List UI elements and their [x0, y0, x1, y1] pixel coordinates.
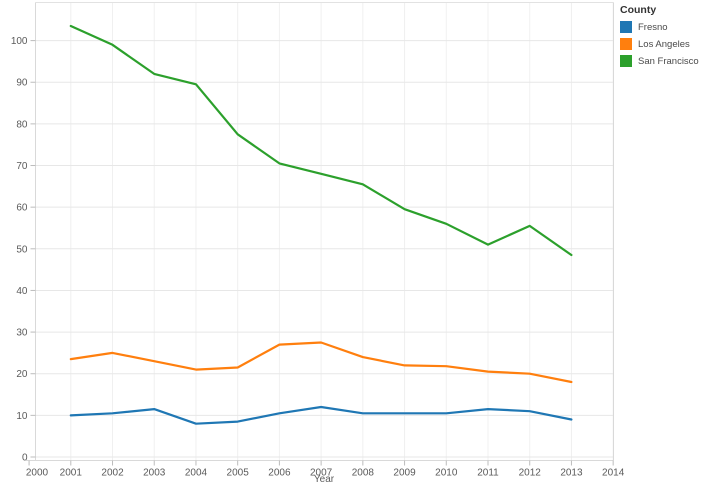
y-tick-label-20: 20: [16, 369, 28, 380]
x-tick-label-2008: 2008: [352, 468, 375, 479]
y-tick-label-90: 90: [16, 78, 28, 89]
legend: County Fresno Los Angeles San Francisco: [620, 4, 718, 72]
horizontal-gridlines: [35, 40, 614, 458]
x-tick-label-2003: 2003: [143, 468, 166, 479]
series-line-los-angeles[interactable]: [69, 341, 573, 384]
x-axis-ticks: 2000 2001 2002 2003 2004 2005 2006 2007 2008 2009…: [26, 460, 625, 479]
y-axis-ticks: 0 10 20 30 40 50 60 70 80 90 100: [11, 36, 36, 464]
legend-swatch-icon: [620, 38, 632, 50]
x-tick-label-2010: 2010: [435, 468, 458, 479]
y-tick-label-80: 80: [16, 119, 28, 130]
legend-items: Fresno Los Angeles San Francisco: [620, 21, 718, 67]
legend-swatch-icon: [620, 55, 632, 67]
y-tick-label-30: 30: [16, 328, 28, 339]
y-tick-label-0: 0: [22, 453, 28, 464]
x-tick-label-2004: 2004: [185, 468, 208, 479]
vertical-gridlines: [70, 2, 614, 460]
x-tick-label-2011: 2011: [477, 468, 499, 479]
legend-item-san-francisco[interactable]: San Francisco: [620, 55, 718, 67]
legend-item-label: Los Angeles: [638, 38, 690, 50]
legend-swatch-icon: [620, 21, 632, 33]
x-tick-label-2009: 2009: [393, 468, 416, 479]
legend-item-fresno[interactable]: Fresno: [620, 21, 718, 33]
legend-item-label: Fresno: [638, 21, 668, 33]
legend-item-label: San Francisco: [638, 55, 699, 67]
x-tick-label-2000: 2000: [26, 468, 49, 479]
series-lines: [69, 24, 573, 425]
y-tick-label-60: 60: [16, 203, 28, 214]
y-tick-label-100: 100: [11, 36, 28, 47]
y-tick-label-50: 50: [16, 244, 28, 255]
x-tick-label-2012: 2012: [519, 468, 542, 479]
series-line-fresno[interactable]: [69, 405, 573, 425]
y-tick-label-40: 40: [16, 286, 28, 297]
x-tick-label-2002: 2002: [101, 468, 124, 479]
x-tick-label-2001: 2001: [60, 468, 83, 479]
x-tick-label-2006: 2006: [268, 468, 291, 479]
x-tick-label-2014: 2014: [602, 468, 625, 479]
x-tick-label-2007: 2007: [310, 468, 333, 479]
x-tick-label-2005: 2005: [227, 468, 250, 479]
legend-title: County: [620, 4, 657, 16]
y-tick-label-70: 70: [16, 161, 28, 172]
y-tick-label-10: 10: [16, 411, 28, 422]
series-line-san-francisco[interactable]: [69, 24, 573, 257]
x-tick-label-2013: 2013: [560, 468, 583, 479]
plot-borders: [26, 2, 614, 461]
x-axis-title: Year: [314, 474, 335, 485]
legend-item-los-angeles[interactable]: Los Angeles: [620, 38, 718, 50]
